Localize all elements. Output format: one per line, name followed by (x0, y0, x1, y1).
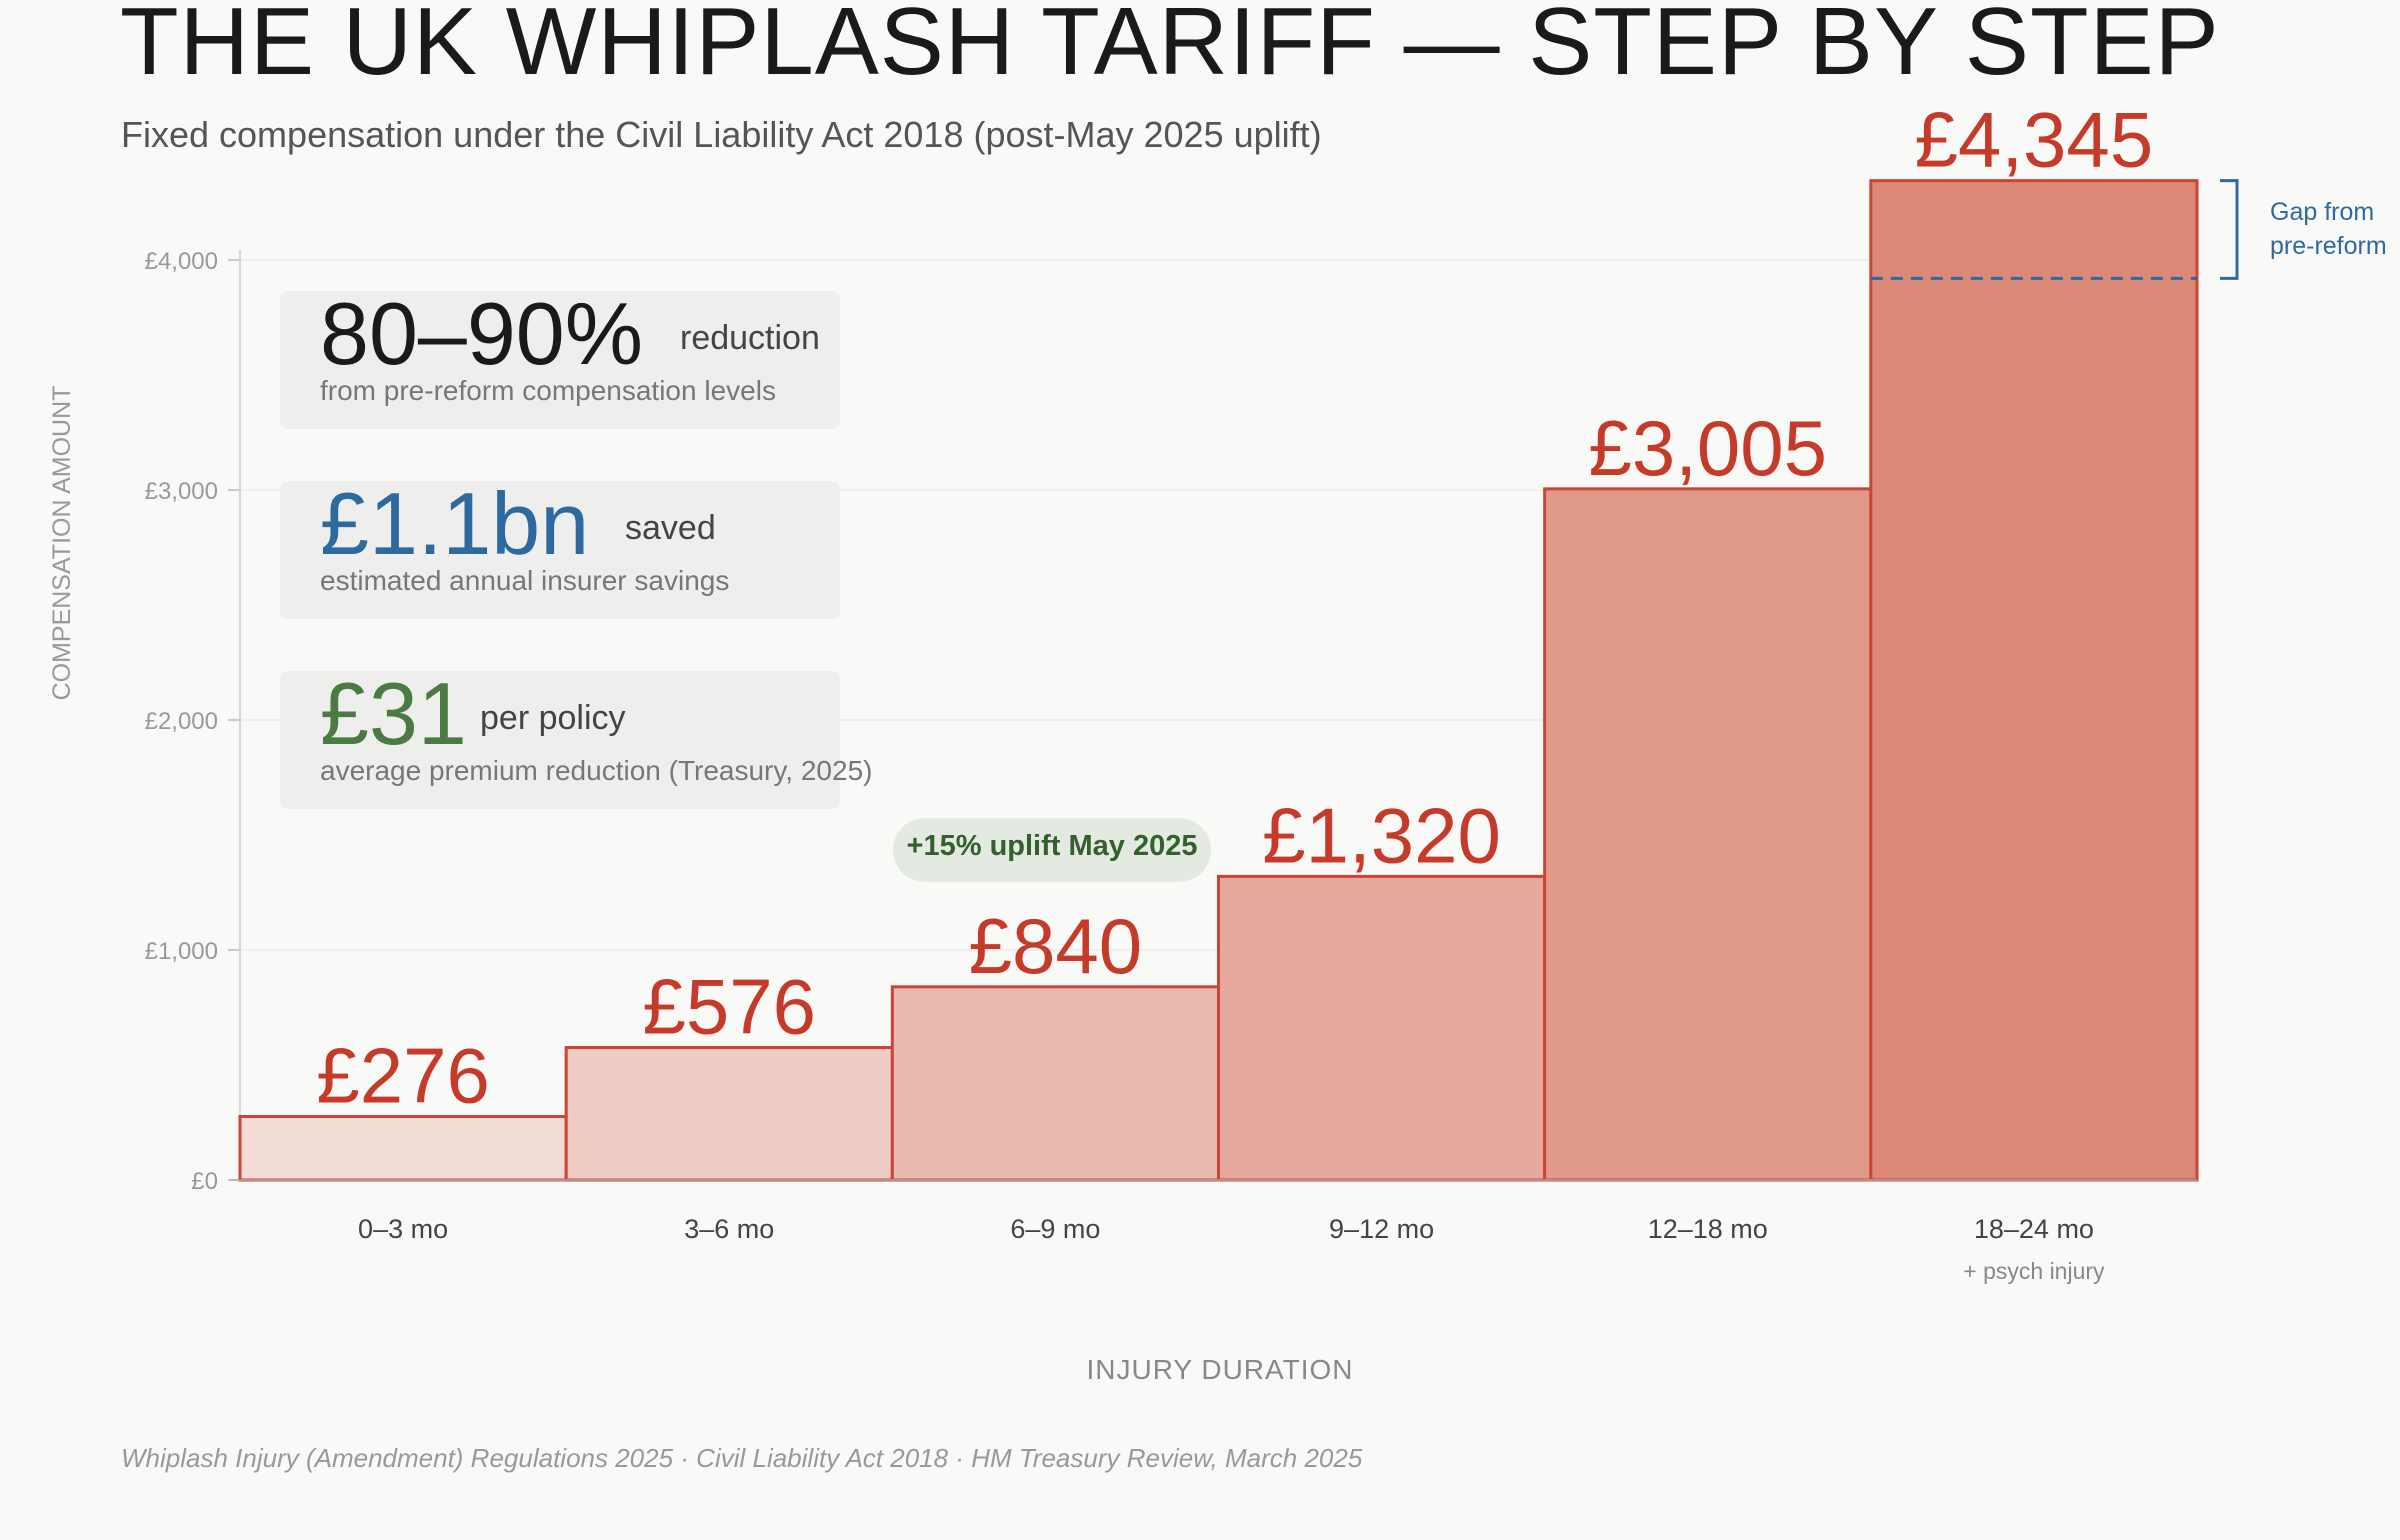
stat-description: estimated annual insurer savings (320, 565, 730, 596)
bar-3 (1217, 874, 1547, 1182)
bar-value-label: £3,005 (1588, 404, 1827, 492)
y-tick-label: £4,000 (145, 248, 218, 275)
uplift-badge (893, 818, 1211, 882)
stat-unit: saved (625, 509, 716, 547)
x-tick-label: 9–12 mo (1329, 1214, 1434, 1244)
stat-card-savings: £1.1bn saved estimated annual insurer sa… (280, 474, 840, 619)
gap-annotation-line2: pre-reform (2270, 232, 2387, 260)
gap-annotation-line1: Gap from (2270, 198, 2374, 226)
x-tick-label: 18–24 mo (1974, 1214, 2094, 1244)
stat-value: £31 (320, 664, 467, 763)
page-subtitle: Fixed compensation under the Civil Liabi… (121, 114, 1322, 155)
bar-value-label: £4,345 (1915, 96, 2154, 184)
bar-value-label: £840 (969, 902, 1143, 990)
y-axis-title: COMPENSATION AMOUNT (48, 386, 76, 701)
y-tick-label: £3,000 (145, 478, 218, 505)
bar-1 (564, 1046, 894, 1182)
uplift-badge-text: +15% uplift May 2025 (906, 830, 1198, 862)
x-tick-label: 6–9 mo (1010, 1214, 1100, 1244)
x-axis-title: INJURY DURATION (1086, 1354, 1353, 1385)
y-tick-label: £0 (191, 1168, 218, 1195)
x-tick-note: + psych injury (1963, 1258, 2105, 1284)
x-tick-label: 12–18 mo (1648, 1214, 1768, 1244)
stat-card-premium: £31 per policy average premium reduction… (280, 664, 872, 809)
y-tick-label: £1,000 (145, 938, 218, 965)
stat-value: £1.1bn (320, 474, 590, 573)
gap-bracket (2220, 179, 2239, 280)
x-tick-label: 3–6 mo (684, 1214, 774, 1244)
stat-unit: reduction (680, 319, 820, 357)
bar-value-label: £1,320 (1262, 791, 1501, 879)
bar-0 (238, 1115, 568, 1182)
bar-4 (1543, 487, 1873, 1182)
stat-description: from pre-reform compensation levels (320, 375, 776, 406)
stat-description: average premium reduction (Treasury, 202… (320, 755, 873, 786)
bar-5 (1869, 179, 2199, 1182)
bar-value-label: £576 (642, 963, 816, 1051)
source-footer: Whiplash Injury (Amendment) Regulations … (121, 1443, 1363, 1473)
x-tick-label: 0–3 mo (358, 1214, 448, 1244)
stat-unit: per policy (480, 699, 626, 737)
y-tick-label: £2,000 (145, 708, 218, 735)
bar-2 (890, 985, 1220, 1182)
bar-value-label: £276 (316, 1032, 490, 1120)
stat-value: 80–90% (320, 284, 643, 383)
stat-card-reduction: 80–90% reduction from pre-reform compens… (280, 284, 840, 429)
page-title: THE UK WHIPLASH TARIFF — STEP BY STEP (120, 0, 2220, 95)
